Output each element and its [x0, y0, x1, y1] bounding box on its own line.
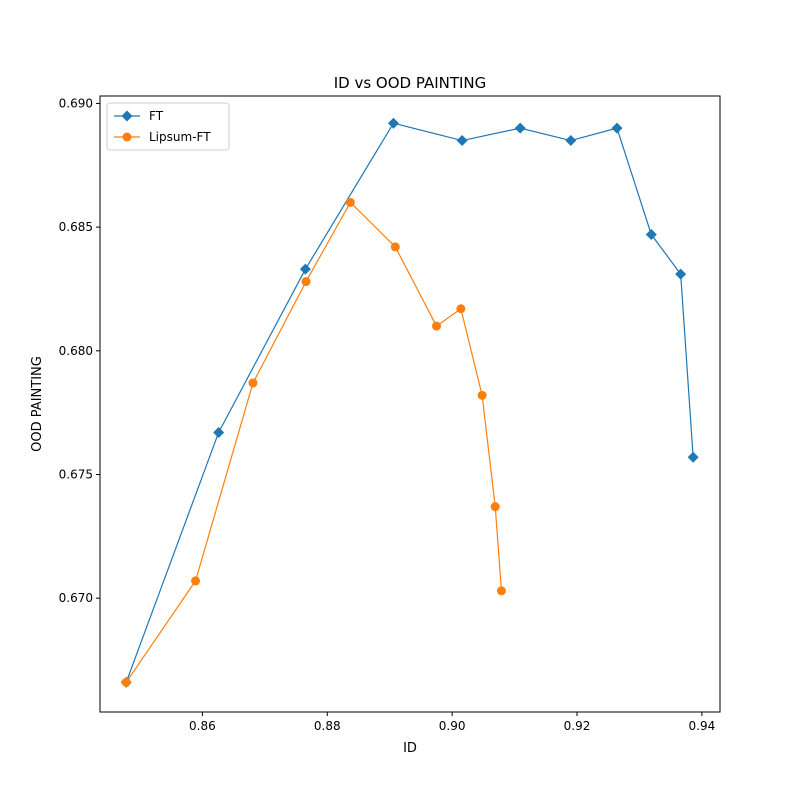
- y-tick-label: 0.670: [59, 591, 93, 605]
- legend: FT Lipsum-FT: [106, 102, 230, 151]
- y-tick-label: 0.675: [59, 468, 93, 482]
- x-tick-label: 0.88: [314, 719, 341, 733]
- y-tick-label: 0.685: [59, 220, 93, 234]
- legend-label: FT: [149, 109, 164, 123]
- data-point-ft: [687, 451, 699, 463]
- legend-item-ft: FT: [114, 109, 164, 123]
- plot-frame: [99, 95, 721, 713]
- data-point-lipsum-ft: [121, 677, 131, 687]
- data-point-ft: [514, 122, 526, 134]
- series-line-ft: [125, 122, 694, 683]
- legend-item-lipsum-ft: Lipsum-FT: [114, 130, 211, 144]
- legend-label: Lipsum-FT: [149, 130, 211, 144]
- data-point-lipsum-ft: [496, 586, 506, 596]
- data-point-lipsum-ft: [432, 321, 442, 331]
- data-point-ft: [456, 135, 468, 147]
- series-lipsum-ft: [121, 197, 506, 687]
- y-axis: 0.670 0.675 0.680 0.685 0.690: [59, 96, 100, 605]
- data-point-lipsum-ft: [301, 277, 311, 287]
- legend-marker: [121, 110, 133, 122]
- data-point-lipsum-ft: [191, 576, 201, 586]
- data-point-ft: [611, 122, 623, 134]
- data-point-lipsum-ft: [390, 242, 400, 252]
- data-point-lipsum-ft: [477, 390, 487, 400]
- data-point-lipsum-ft: [345, 197, 355, 207]
- x-axis-label: ID: [403, 741, 417, 756]
- x-tick-label: 0.94: [689, 719, 716, 733]
- x-tick-label: 0.90: [439, 719, 466, 733]
- y-tick-label: 0.680: [59, 344, 93, 358]
- series-line-lipsum-ft: [125, 201, 503, 683]
- data-point-ft: [675, 268, 687, 280]
- data-point-lipsum-ft: [490, 502, 500, 512]
- legend-marker: [122, 132, 132, 142]
- y-axis-label: OOD PAINTING: [30, 356, 45, 452]
- x-tick-label: 0.86: [189, 719, 216, 733]
- data-point-lipsum-ft: [248, 378, 258, 388]
- data-point-ft: [213, 426, 225, 438]
- data-point-lipsum-ft: [456, 304, 466, 314]
- series-ft: [120, 117, 699, 688]
- data-point-ft: [387, 117, 399, 129]
- y-tick-label: 0.690: [59, 96, 93, 110]
- data-point-ft: [299, 263, 311, 275]
- chart-title: ID vs OOD PAINTING: [334, 74, 487, 92]
- data-point-ft: [645, 229, 657, 241]
- plot-area: [120, 117, 699, 688]
- legend-box: [106, 102, 230, 151]
- x-axis: 0.86 0.88 0.90 0.92 0.94: [189, 712, 715, 733]
- x-tick-label: 0.92: [564, 719, 591, 733]
- data-point-ft: [565, 135, 577, 147]
